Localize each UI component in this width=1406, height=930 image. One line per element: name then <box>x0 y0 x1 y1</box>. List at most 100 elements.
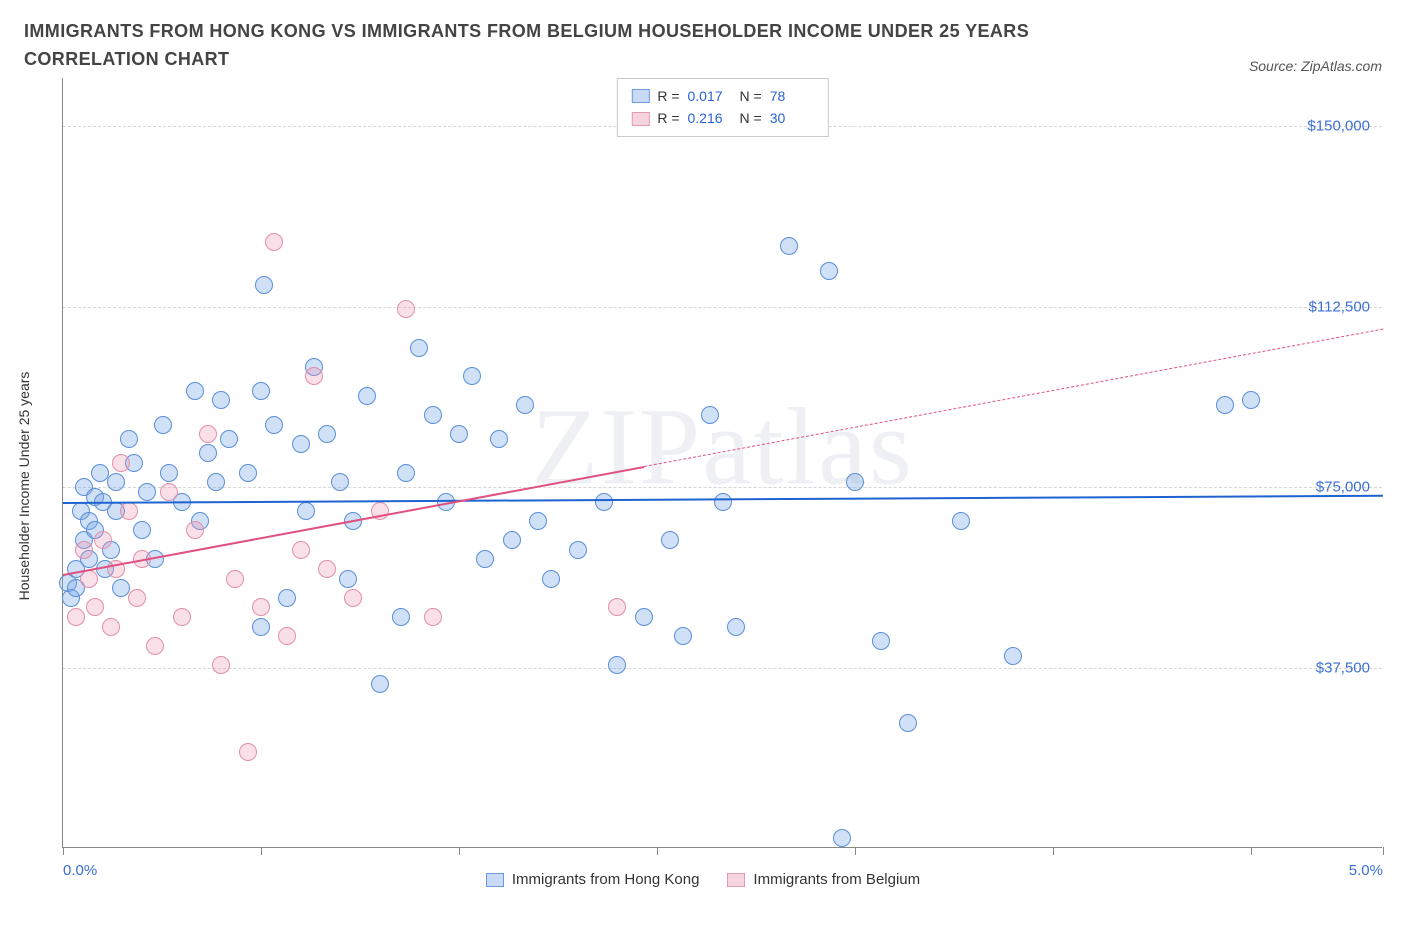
data-point <box>833 829 851 847</box>
r-label: R = <box>657 107 679 129</box>
data-point <box>450 425 468 443</box>
data-point <box>846 473 864 491</box>
data-point <box>318 425 336 443</box>
data-point <box>529 512 547 530</box>
data-point <box>608 598 626 616</box>
data-point <box>207 473 225 491</box>
data-point <box>226 570 244 588</box>
data-point <box>292 541 310 559</box>
data-point <box>173 608 191 626</box>
data-point <box>138 483 156 501</box>
r-label: R = <box>657 85 679 107</box>
data-point <box>67 608 85 626</box>
series-name: Immigrants from Belgium <box>753 871 920 888</box>
data-point <box>292 435 310 453</box>
x-tick <box>855 847 856 855</box>
x-tick <box>63 847 64 855</box>
data-point <box>146 637 164 655</box>
data-point <box>199 425 217 443</box>
data-point <box>674 627 692 645</box>
data-point <box>490 430 508 448</box>
swatch-icon <box>727 873 745 887</box>
data-point <box>186 382 204 400</box>
data-point <box>424 406 442 424</box>
data-point <box>278 627 296 645</box>
data-point <box>239 743 257 761</box>
data-point <box>265 416 283 434</box>
data-point <box>102 618 120 636</box>
data-point <box>212 656 230 674</box>
data-point <box>516 396 534 414</box>
data-point <box>75 541 93 559</box>
trendline <box>63 466 644 576</box>
data-point <box>608 656 626 674</box>
data-point <box>252 382 270 400</box>
data-point <box>120 502 138 520</box>
data-point <box>1216 396 1234 414</box>
source-label: Source: ZipAtlas.com <box>1249 58 1382 74</box>
stats-row: R = 0.216 N = 30 <box>631 107 813 129</box>
data-point <box>358 387 376 405</box>
data-point <box>128 589 146 607</box>
data-point <box>331 473 349 491</box>
data-point <box>265 233 283 251</box>
data-point <box>424 608 442 626</box>
y-tick-label: $37,500 <box>1316 659 1370 676</box>
data-point <box>503 531 521 549</box>
swatch-icon <box>631 89 649 103</box>
data-point <box>133 521 151 539</box>
data-point <box>727 618 745 636</box>
data-point <box>339 570 357 588</box>
chart-title: IMMIGRANTS FROM HONG KONG VS IMMIGRANTS … <box>24 18 1124 74</box>
x-tick <box>657 847 658 855</box>
data-point <box>255 276 273 294</box>
data-point <box>952 512 970 530</box>
x-tick <box>1251 847 1252 855</box>
y-tick-label: $112,500 <box>1309 298 1370 315</box>
legend-item: Immigrants from Belgium <box>727 871 920 888</box>
data-point <box>160 483 178 501</box>
data-point <box>714 493 732 511</box>
y-tick-label: $150,000 <box>1307 118 1370 135</box>
data-point <box>397 300 415 318</box>
data-point <box>220 430 238 448</box>
data-point <box>397 464 415 482</box>
data-point <box>595 493 613 511</box>
gridline <box>63 307 1382 308</box>
n-label: N = <box>740 85 762 107</box>
data-point <box>107 473 125 491</box>
data-point <box>780 237 798 255</box>
data-point <box>112 454 130 472</box>
n-value: 78 <box>770 85 814 107</box>
data-point <box>199 444 217 462</box>
x-tick <box>261 847 262 855</box>
data-point <box>899 714 917 732</box>
data-point <box>252 618 270 636</box>
n-label: N = <box>740 107 762 129</box>
data-point <box>371 675 389 693</box>
data-point <box>212 391 230 409</box>
n-value: 30 <box>770 107 814 129</box>
chart-container: Householder Income Under 25 years ZIPatl… <box>24 78 1382 894</box>
data-point <box>701 406 719 424</box>
data-point <box>239 464 257 482</box>
data-point <box>569 541 587 559</box>
x-tick <box>1383 847 1384 855</box>
data-point <box>305 367 323 385</box>
data-point <box>120 430 138 448</box>
series-name: Immigrants from Hong Kong <box>512 871 700 888</box>
data-point <box>542 570 560 588</box>
data-point <box>635 608 653 626</box>
plot-area: ZIPatlas R = 0.017 N = 78 R = 0.216 N = … <box>62 78 1382 848</box>
swatch-icon <box>631 112 649 126</box>
trendline <box>644 328 1383 466</box>
gridline <box>63 668 1382 669</box>
data-point <box>297 502 315 520</box>
data-point <box>820 262 838 280</box>
data-point <box>278 589 296 607</box>
y-tick-label: $75,000 <box>1316 479 1370 496</box>
r-value: 0.216 <box>688 107 732 129</box>
data-point <box>476 550 494 568</box>
gridline <box>63 487 1382 488</box>
y-axis-label: Householder Income Under 25 years <box>16 372 32 601</box>
